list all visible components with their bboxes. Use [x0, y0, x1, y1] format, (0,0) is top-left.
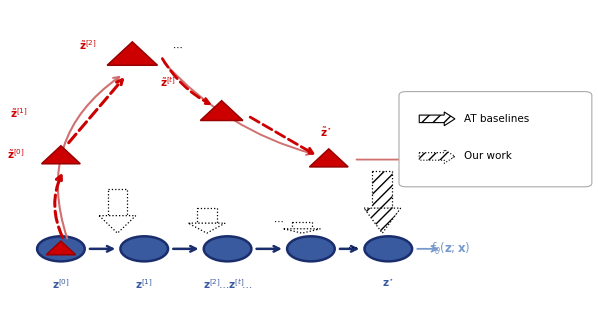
Polygon shape — [188, 223, 225, 233]
Circle shape — [364, 236, 412, 261]
Polygon shape — [99, 216, 136, 233]
Text: $f_\theta(\tilde{\mathbf{z}};\mathbf{x}+\Delta\mathbf{x})$: $f_\theta(\tilde{\mathbf{z}};\mathbf{x}+… — [424, 147, 495, 163]
Text: $\cdots$: $\cdots$ — [273, 216, 283, 226]
Polygon shape — [46, 241, 75, 255]
Polygon shape — [108, 189, 127, 216]
Text: $f_\theta(\mathbf{z};\mathbf{x})$: $f_\theta(\mathbf{z};\mathbf{x})$ — [430, 241, 470, 257]
FancyBboxPatch shape — [399, 92, 592, 187]
Polygon shape — [107, 42, 157, 65]
Circle shape — [120, 236, 168, 261]
Polygon shape — [364, 208, 401, 233]
Text: $\tilde{\mathbf{z}}^{\star}$: $\tilde{\mathbf{z}}^{\star}$ — [320, 126, 332, 139]
Polygon shape — [309, 149, 348, 167]
Text: $\mathbf{z}^{\star}$: $\mathbf{z}^{\star}$ — [382, 277, 394, 289]
Circle shape — [287, 236, 335, 261]
Polygon shape — [283, 229, 321, 233]
Circle shape — [204, 236, 251, 261]
Polygon shape — [200, 101, 243, 120]
Text: $\mathbf{z}^{[0]}$: $\mathbf{z}^{[0]}$ — [52, 277, 70, 291]
Polygon shape — [292, 222, 312, 229]
Text: $\tilde{\mathbf{z}}^{[t]}$: $\tilde{\mathbf{z}}^{[t]}$ — [160, 75, 176, 89]
Text: $\cdots$: $\cdots$ — [172, 42, 182, 52]
Text: $\tilde{\mathbf{z}}^{[1]}$: $\tilde{\mathbf{z}}^{[1]}$ — [10, 106, 28, 120]
Polygon shape — [373, 171, 392, 208]
Circle shape — [37, 236, 85, 261]
Text: $\mathbf{z}^{[1]}$: $\mathbf{z}^{[1]}$ — [135, 277, 153, 291]
Polygon shape — [42, 146, 80, 164]
Text: $\mathbf{z}^{[2]}\!\ldots\mathbf{z}^{[t]}\!\ldots$: $\mathbf{z}^{[2]}\!\ldots\mathbf{z}^{[t]… — [203, 277, 252, 291]
Text: AT baselines: AT baselines — [464, 114, 529, 124]
Text: $\tilde{\mathbf{z}}^{[0]}$: $\tilde{\mathbf{z}}^{[0]}$ — [7, 147, 25, 161]
Text: $\tilde{\mathbf{z}}^{[2]}$: $\tilde{\mathbf{z}}^{[2]}$ — [79, 38, 97, 52]
Polygon shape — [197, 208, 216, 223]
Text: Our work: Our work — [464, 151, 512, 161]
Text: $\cdots$: $\cdots$ — [347, 242, 358, 252]
